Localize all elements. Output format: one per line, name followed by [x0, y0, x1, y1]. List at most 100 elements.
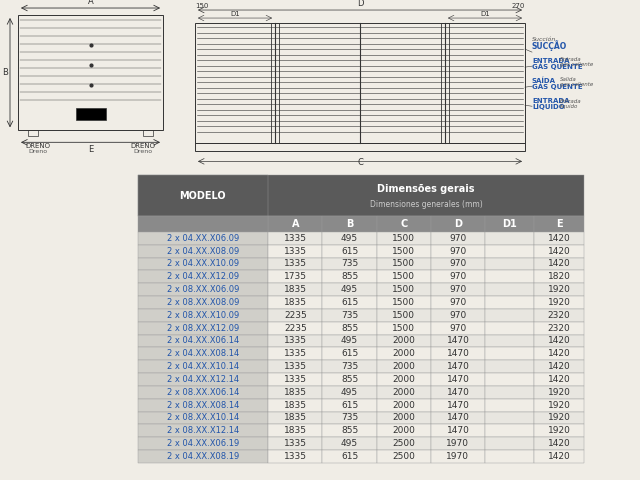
Bar [268, 258, 323, 270]
Text: 1500: 1500 [392, 285, 415, 294]
Text: 1835: 1835 [284, 285, 307, 294]
Bar [138, 399, 268, 411]
Bar [268, 360, 323, 373]
Bar [376, 360, 431, 373]
Bar [268, 270, 323, 283]
Bar [376, 386, 431, 399]
Bar [485, 360, 534, 373]
Bar [485, 270, 534, 283]
Text: 2 x 04.XX.X12.14: 2 x 04.XX.X12.14 [167, 375, 239, 384]
Text: 495: 495 [341, 388, 358, 397]
Bar [485, 335, 534, 348]
Text: 1835: 1835 [284, 401, 307, 409]
Bar [431, 437, 485, 450]
Text: 2 x 04.XX.X10.14: 2 x 04.XX.X10.14 [167, 362, 239, 371]
Bar [323, 450, 376, 463]
Bar [268, 216, 323, 232]
Text: 1970: 1970 [447, 439, 469, 448]
Bar [138, 437, 268, 450]
Text: 1835: 1835 [284, 388, 307, 397]
Text: 615: 615 [341, 401, 358, 409]
Text: 2235: 2235 [284, 311, 307, 320]
Bar [431, 386, 485, 399]
Bar [485, 399, 534, 411]
Bar [376, 437, 431, 450]
Bar [431, 348, 485, 360]
Text: SUCÇÃO: SUCÇÃO [532, 40, 567, 51]
Text: 1500: 1500 [392, 234, 415, 243]
Bar [431, 360, 485, 373]
Bar [268, 348, 323, 360]
Bar [138, 411, 268, 424]
Text: 1420: 1420 [548, 439, 570, 448]
Text: Entrada: Entrada [560, 99, 582, 104]
Text: D: D [356, 0, 364, 8]
Bar [268, 450, 323, 463]
Text: 495: 495 [341, 336, 358, 346]
Bar [268, 373, 323, 386]
Bar [323, 283, 376, 296]
Text: 1420: 1420 [548, 234, 570, 243]
Bar [138, 232, 268, 245]
Text: 1835: 1835 [284, 413, 307, 422]
Text: 2 x 04.XX.X06.19: 2 x 04.XX.X06.19 [167, 439, 239, 448]
Bar [534, 450, 584, 463]
Text: 2 x 04.XX.X08.09: 2 x 04.XX.X08.09 [167, 247, 239, 256]
Text: 1920: 1920 [547, 426, 570, 435]
Text: 150: 150 [195, 3, 209, 9]
Text: líquido: líquido [560, 104, 579, 109]
Text: 1470: 1470 [447, 349, 469, 359]
Text: 735: 735 [341, 413, 358, 422]
Bar [534, 437, 584, 450]
Bar [376, 296, 431, 309]
Bar [268, 245, 323, 258]
Bar [485, 283, 534, 296]
Bar [323, 296, 376, 309]
Text: D1: D1 [230, 11, 240, 17]
Bar [534, 322, 584, 335]
Bar [376, 424, 431, 437]
Text: 1335: 1335 [284, 362, 307, 371]
Bar [485, 258, 534, 270]
Bar [534, 245, 584, 258]
Text: 2000: 2000 [392, 426, 415, 435]
Text: 615: 615 [341, 247, 358, 256]
Text: Dreno: Dreno [133, 149, 152, 155]
Bar [138, 216, 268, 232]
Text: 270: 270 [511, 3, 525, 9]
Bar [376, 232, 431, 245]
Text: 2000: 2000 [392, 362, 415, 371]
Text: D1: D1 [502, 219, 517, 229]
Text: 735: 735 [341, 260, 358, 268]
Text: 1335: 1335 [284, 260, 307, 268]
Bar [195, 23, 525, 144]
Text: 735: 735 [341, 362, 358, 371]
Bar [534, 232, 584, 245]
Bar [534, 386, 584, 399]
Text: 2 x 04.XX.X10.09: 2 x 04.XX.X10.09 [167, 260, 239, 268]
Text: GÁS QUENTE: GÁS QUENTE [532, 63, 582, 70]
Bar [138, 373, 268, 386]
Bar [323, 399, 376, 411]
Bar [376, 373, 431, 386]
Text: 1500: 1500 [392, 324, 415, 333]
Text: Dimensiones generales (mm): Dimensiones generales (mm) [369, 200, 483, 209]
Bar [138, 360, 268, 373]
Bar [138, 245, 268, 258]
Bar [485, 245, 534, 258]
Bar [376, 258, 431, 270]
Text: 1920: 1920 [547, 285, 570, 294]
Text: C: C [400, 219, 407, 229]
Text: SAÍDA: SAÍDA [532, 78, 556, 84]
Bar [376, 322, 431, 335]
Bar [323, 386, 376, 399]
Bar [485, 296, 534, 309]
Bar [376, 283, 431, 296]
Text: 2 x 04.XX.X12.09: 2 x 04.XX.X12.09 [167, 272, 239, 281]
Bar [485, 450, 534, 463]
Bar [138, 175, 584, 216]
Text: 1500: 1500 [392, 260, 415, 268]
Text: 2000: 2000 [392, 375, 415, 384]
Bar [28, 130, 38, 136]
Bar [431, 232, 485, 245]
